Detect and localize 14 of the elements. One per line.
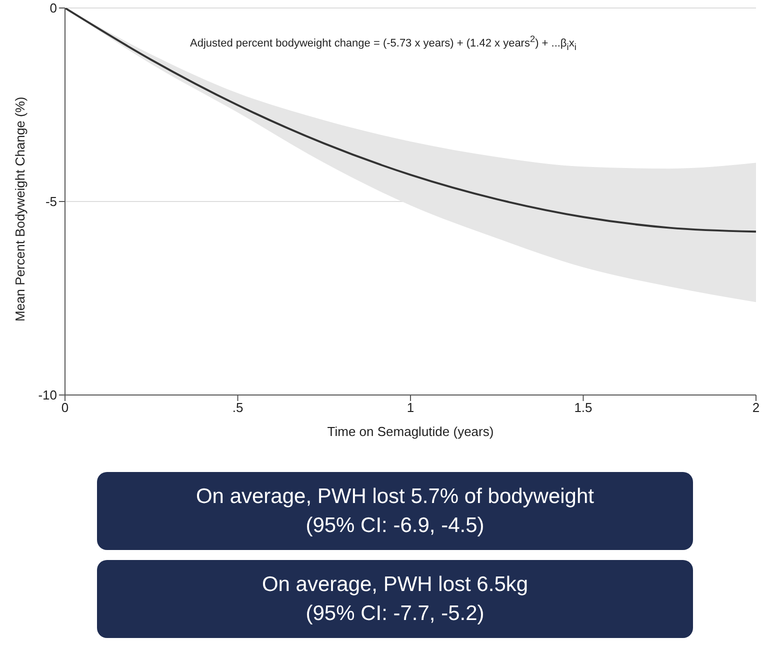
y-tick-label: -10	[38, 388, 57, 403]
text: On average, PWH lost 6.5kg (95% CI: -7.7, -5.2)	[97, 560, 693, 638]
x-axis-title: Time on Semaglutide (years)	[327, 424, 494, 439]
y-tick-label: 0	[50, 0, 57, 16]
line-series	[65, 8, 756, 233]
y-tick-label: -5	[45, 194, 57, 210]
x-tick-label: 0	[61, 400, 69, 416]
annotation: Adjusted percent bodyweight change = (-5.73 x years) + (1.42 x years$^{2}$) + ...β$_{i}$x$_{i}$	[190, 34, 576, 52]
x-tick-label: 1	[406, 400, 414, 416]
y-axis-title: Mean Percent Bodyweight Change (%)	[12, 96, 28, 322]
text: On average, PWH lost 5.7% of bodyweight (95% CI: -6.9, -4.5)	[97, 472, 693, 550]
x-tick-label: .5	[232, 400, 244, 416]
x-tick-label: 2	[752, 400, 760, 416]
x-tick-label: 1.5	[574, 400, 592, 416]
